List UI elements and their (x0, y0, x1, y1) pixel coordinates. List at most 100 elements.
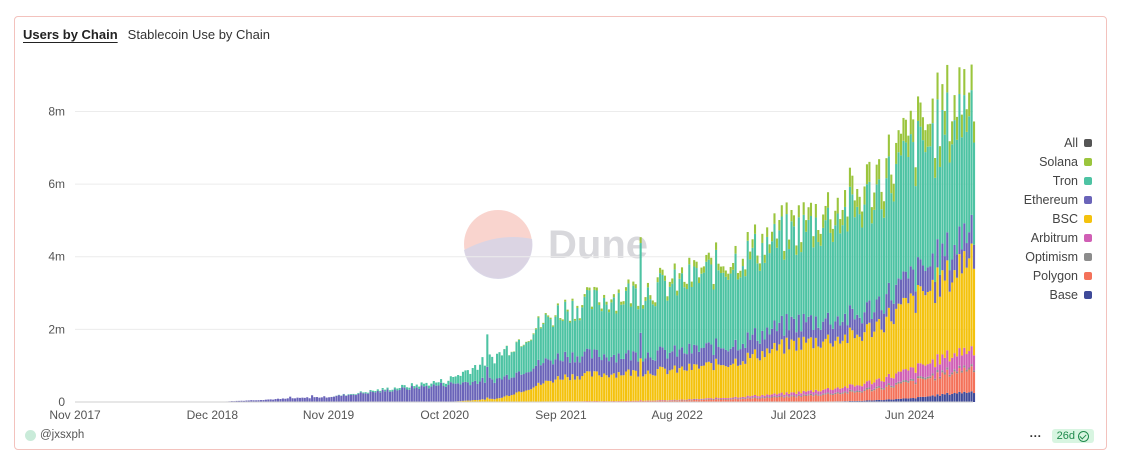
bar-segment-solana[interactable] (615, 310, 618, 314)
bar-segment-polygon[interactable] (892, 387, 895, 400)
bar-segment-bsc[interactable] (941, 270, 944, 355)
bar-segment-polygon[interactable] (676, 400, 679, 402)
bar-segment-tron[interactable] (856, 206, 859, 315)
bar-segment-polygon[interactable] (802, 395, 805, 402)
bar-segment-arbitrum[interactable] (734, 396, 737, 399)
tab-stablecoin-use-by-chain[interactable]: Stablecoin Use by Chain (127, 27, 271, 42)
bar-segment-arbitrum[interactable] (700, 398, 703, 400)
bar-segment-solana[interactable] (532, 333, 535, 335)
bar-segment-ethereum[interactable] (435, 385, 438, 402)
bar-segment-solana[interactable] (863, 186, 866, 205)
bar-segment-arbitrum[interactable] (960, 355, 963, 371)
bar-segment-tron[interactable] (822, 227, 825, 322)
bar-segment-bsc[interactable] (627, 369, 630, 401)
bar-segment-bsc[interactable] (676, 372, 679, 401)
bar-segment-tron[interactable] (717, 270, 720, 348)
bar-segment-base[interactable] (878, 399, 881, 402)
bar-segment-polygon[interactable] (841, 393, 844, 402)
bar-segment-tron[interactable] (388, 390, 392, 392)
bar-segment-polygon[interactable] (897, 383, 900, 399)
bar-segment-polygon[interactable] (880, 389, 883, 401)
bar-segment-polygon[interactable] (934, 380, 937, 397)
bar-segment-solana[interactable] (734, 245, 737, 254)
bar-segment-arbitrum[interactable] (955, 356, 959, 372)
bar-segment-arbitrum[interactable] (943, 357, 946, 373)
bar-segment-polygon[interactable] (826, 393, 830, 402)
bar-segment-bsc[interactable] (530, 389, 533, 402)
bar-segment-ethereum[interactable] (381, 389, 384, 402)
bar-segment-optimism[interactable] (968, 367, 971, 370)
bar-segment-optimism[interactable] (848, 389, 851, 392)
bar-segment-bsc[interactable] (496, 398, 499, 402)
bar-segment-ethereum[interactable] (396, 390, 399, 402)
bar-segment-solana[interactable] (749, 251, 752, 260)
bar-segment-arbitrum[interactable] (814, 389, 817, 394)
bar-segment-ethereum[interactable] (444, 386, 447, 402)
bar-segment-polygon[interactable] (831, 394, 834, 402)
bar-segment-solana[interactable] (539, 327, 542, 329)
bar-segment-solana[interactable] (899, 133, 903, 156)
bar-segment-ethereum[interactable] (620, 358, 623, 376)
bar-segment-ethereum[interactable] (802, 313, 805, 337)
bar-segment-arbitrum[interactable] (780, 392, 783, 396)
bar-segment-solana[interactable] (809, 202, 813, 216)
bar-segment-polygon[interactable] (814, 394, 817, 402)
bar-segment-ethereum[interactable] (919, 259, 922, 287)
bar-segment-polygon[interactable] (912, 380, 915, 399)
bar-segment-polygon[interactable] (926, 378, 929, 397)
bar-segment-bsc[interactable] (763, 357, 766, 396)
bar-segment-arbitrum[interactable] (873, 382, 876, 389)
bar-segment-ethereum[interactable] (598, 356, 601, 376)
bar-segment-base[interactable] (919, 396, 922, 402)
bar-segment-tron[interactable] (826, 207, 830, 313)
bar-segment-tron[interactable] (882, 217, 886, 314)
bar-segment-ethereum[interactable] (734, 339, 737, 359)
bar-segment-solana[interactable] (968, 92, 971, 117)
bar-segment-tron[interactable] (809, 216, 813, 316)
bar-segment-optimism[interactable] (836, 392, 839, 394)
bar-segment-polygon[interactable] (678, 400, 681, 402)
legend-item-all[interactable]: All (1024, 133, 1092, 152)
bar-segment-solana[interactable] (904, 119, 907, 143)
bar-segment-ethereum[interactable] (551, 364, 555, 383)
bar-segment-ethereum[interactable] (500, 379, 503, 398)
bar-segment-bsc[interactable] (897, 303, 900, 372)
bar-segment-polygon[interactable] (929, 378, 932, 397)
bar-segment-polygon[interactable] (654, 400, 657, 402)
bar-segment-optimism[interactable] (809, 393, 813, 396)
bar-segment-arbitrum[interactable] (775, 394, 778, 397)
bar-segment-solana[interactable] (844, 190, 847, 207)
bar-segment-ethereum[interactable] (649, 357, 652, 374)
bar-segment-ethereum[interactable] (795, 332, 798, 351)
bar-segment-ethereum[interactable] (895, 284, 898, 309)
bar-segment-arbitrum[interactable] (817, 391, 820, 395)
bar-segment-ethereum[interactable] (826, 312, 830, 335)
bar-segment-tron[interactable] (912, 142, 915, 270)
bar-segment-arbitrum[interactable] (863, 383, 866, 390)
bar-segment-tron[interactable] (491, 356, 494, 380)
bar-segment-tron[interactable] (700, 273, 703, 349)
bar-segment-optimism[interactable] (865, 387, 868, 390)
bar-segment-polygon[interactable] (632, 400, 635, 402)
bar-segment-solana[interactable] (771, 231, 774, 242)
bar-segment-tron[interactable] (522, 345, 525, 375)
bar-segment-ethereum[interactable] (245, 400, 248, 402)
bar-segment-bsc[interactable] (841, 340, 844, 388)
bar-segment-tron[interactable] (873, 209, 876, 313)
bar-segment-bsc[interactable] (478, 399, 482, 402)
bar-segment-polygon[interactable] (768, 397, 771, 402)
bar-segment-base[interactable] (960, 393, 963, 402)
bar-segment-tron[interactable] (924, 152, 927, 271)
bar-segment-tron[interactable] (530, 340, 533, 372)
bar-segment-ethereum[interactable] (936, 239, 939, 268)
bar-segment-tron[interactable] (919, 126, 922, 260)
bar-segment-arbitrum[interactable] (902, 369, 905, 381)
bar-segment-ethereum[interactable] (885, 294, 888, 317)
bar-segment-tron[interactable] (802, 214, 805, 314)
bar-segment-solana[interactable] (695, 261, 698, 269)
bar-segment-solana[interactable] (642, 305, 645, 309)
bar-segment-polygon[interactable] (756, 398, 759, 402)
bar-segment-tron[interactable] (415, 384, 418, 388)
bar-segment-arbitrum[interactable] (919, 363, 922, 377)
bar-segment-solana[interactable] (705, 254, 708, 262)
